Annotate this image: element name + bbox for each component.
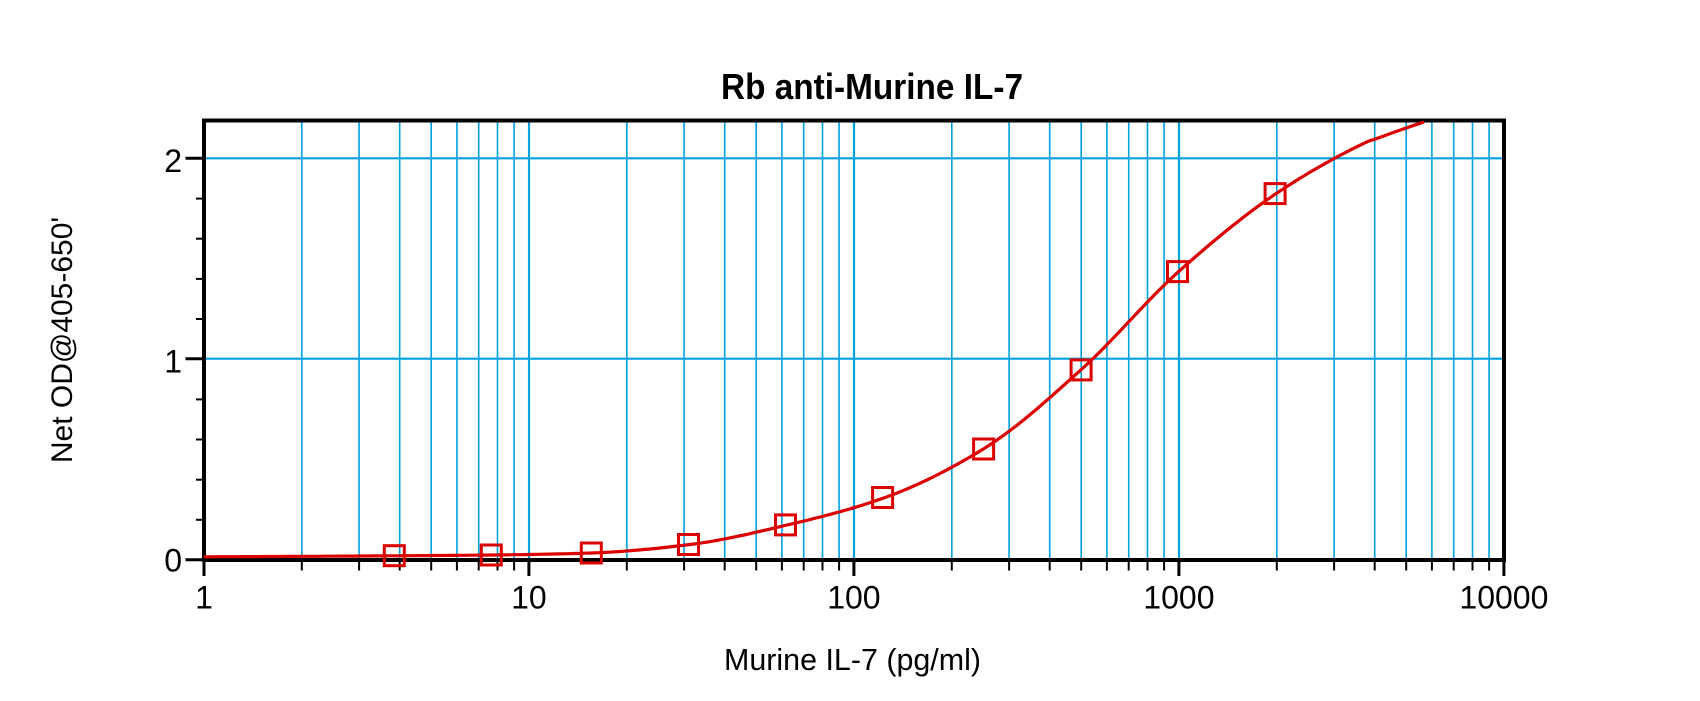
svg-text:1: 1 (195, 580, 213, 616)
svg-text:1000: 1000 (1143, 580, 1214, 616)
svg-text:Net OD@405-650': Net OD@405-650' (46, 217, 79, 463)
svg-text:2: 2 (164, 143, 182, 179)
svg-text:10000: 10000 (1459, 580, 1548, 616)
svg-text:1: 1 (164, 343, 182, 379)
svg-text:100: 100 (827, 580, 880, 616)
svg-text:10: 10 (511, 580, 547, 616)
svg-text:Rb anti-Murine IL-7: Rb anti-Murine IL-7 (721, 66, 1023, 107)
svg-text:0: 0 (164, 543, 182, 579)
svg-text:Murine IL-7 (pg/ml): Murine IL-7 (pg/ml) (724, 642, 981, 677)
